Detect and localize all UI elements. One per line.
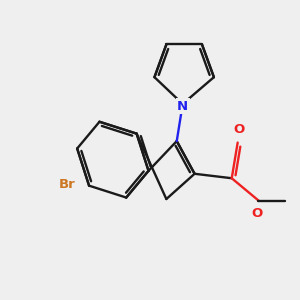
Text: O: O [251,207,262,220]
Text: O: O [233,123,245,136]
Text: N: N [177,100,188,113]
Text: Br: Br [58,178,75,191]
